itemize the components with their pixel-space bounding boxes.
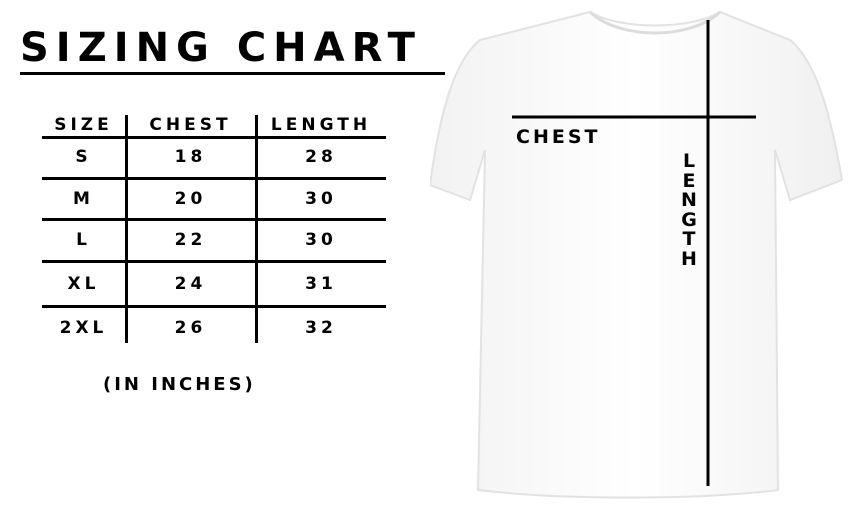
chest-cell: 20	[174, 189, 207, 209]
row-divider	[42, 136, 386, 139]
row-divider	[42, 218, 386, 221]
length-cell: 31	[305, 274, 337, 294]
tshirt-shape	[430, 10, 844, 499]
chest-label: CHEST	[516, 126, 601, 148]
units-note: (IN INCHES)	[103, 374, 256, 395]
size-cell: L	[76, 230, 91, 250]
chest-cell: 22	[174, 230, 207, 250]
row-divider	[42, 260, 386, 263]
page-title: SIZING CHART	[20, 25, 422, 71]
chest-cell: 18	[174, 147, 207, 167]
length-cell: 30	[305, 230, 337, 250]
length-cell: 30	[305, 189, 337, 209]
row-divider	[42, 177, 386, 180]
chest-cell: 26	[174, 318, 207, 338]
size-cell: XL	[67, 274, 100, 294]
length-cell: 32	[305, 318, 337, 338]
column-header: LENGTH	[270, 115, 372, 135]
chest-cell: 24	[174, 274, 207, 294]
title-underline	[20, 72, 445, 75]
column-divider	[255, 115, 258, 343]
size-cell: 2XL	[59, 318, 108, 338]
length-cell: 28	[305, 147, 337, 167]
row-divider	[42, 305, 386, 308]
column-header: SIZE	[54, 115, 113, 135]
size-cell: M	[73, 189, 94, 209]
tshirt-diagram	[430, 10, 844, 499]
size-cell: S	[75, 147, 92, 167]
column-divider	[125, 115, 128, 343]
column-header: CHEST	[149, 115, 232, 135]
